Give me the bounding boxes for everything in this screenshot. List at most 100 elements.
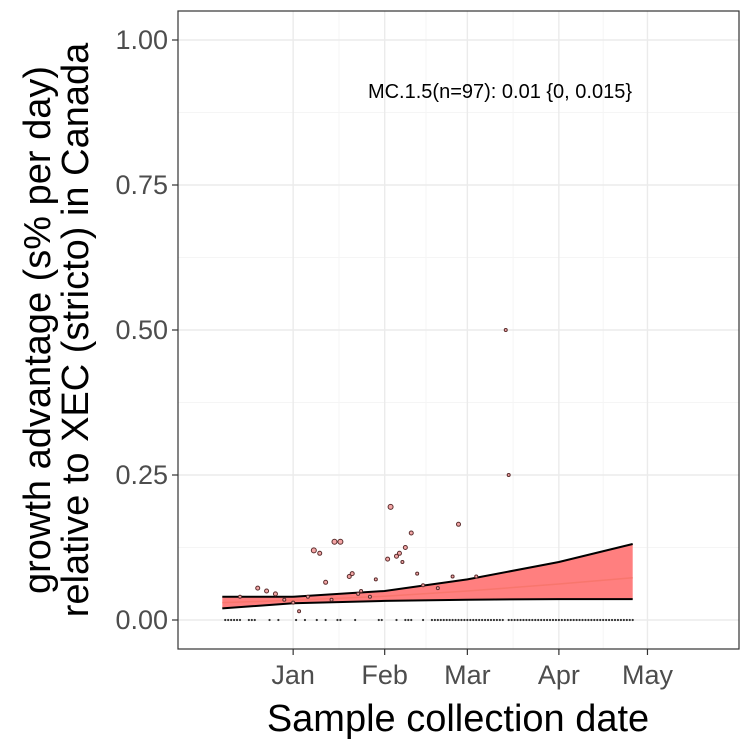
zero-point — [507, 618, 510, 622]
zero-point — [578, 618, 581, 622]
data-point — [400, 560, 405, 564]
zero-point — [230, 618, 233, 622]
y-axis-ticks: 0.00 0.25 0.50 0.75 1.00 — [115, 25, 178, 635]
data-point — [291, 600, 296, 605]
x-axis-ticks: Jan Feb Mar Apr May — [271, 649, 673, 690]
zero-point — [442, 618, 445, 622]
data-point — [255, 585, 261, 591]
zero-point — [315, 618, 318, 622]
zero-point — [250, 618, 253, 622]
model-annotation: MC.1.5(n=97): 0.01 {0, 0.015} — [368, 81, 632, 103]
zero-point — [481, 618, 484, 622]
zero-point — [433, 618, 436, 622]
data-point — [450, 574, 455, 579]
zero-point — [463, 618, 466, 622]
zero-point — [628, 618, 631, 622]
data-point — [415, 571, 420, 576]
data-point — [264, 588, 270, 594]
zero-point — [543, 618, 546, 622]
zero-point — [472, 618, 475, 622]
data-point — [396, 550, 402, 556]
zero-point — [238, 618, 242, 622]
zero-point — [253, 618, 256, 622]
zero-point — [596, 618, 599, 622]
data-point — [282, 597, 287, 602]
data-point — [474, 574, 479, 579]
data-point — [238, 594, 243, 599]
zero-point — [575, 618, 578, 622]
zero-point — [525, 618, 528, 622]
zero-point — [395, 618, 398, 622]
zero-point — [584, 618, 587, 622]
zero-point — [486, 618, 490, 622]
zero-point — [610, 618, 614, 622]
zero-point — [466, 618, 469, 622]
upper-bound-line — [222, 543, 633, 598]
data-point — [317, 550, 323, 556]
zero-point — [531, 618, 534, 622]
zero-point — [324, 618, 327, 622]
zero-point — [522, 618, 525, 622]
zero-point — [247, 618, 250, 622]
data-points — [238, 328, 511, 614]
fit-line — [222, 576, 633, 604]
data-point — [402, 545, 408, 550]
zero-point — [492, 618, 496, 622]
y-tick-label: 0.75 — [115, 170, 168, 200]
zero-point — [268, 618, 271, 622]
zero-point — [469, 618, 472, 622]
zero-point — [377, 618, 380, 622]
zero-point — [616, 618, 620, 622]
data-point — [329, 597, 334, 602]
zero-point — [510, 618, 513, 622]
zero-point — [380, 618, 383, 622]
zero-point — [277, 618, 280, 622]
zero-point — [410, 618, 413, 622]
confidence-band — [222, 543, 633, 610]
zero-point — [421, 618, 425, 622]
zero-point — [475, 618, 478, 622]
x-tick-label: Apr — [538, 660, 580, 690]
zero-point — [224, 618, 227, 622]
zero-point — [545, 618, 549, 622]
zero-point — [599, 618, 602, 622]
y-tick-label: 0.50 — [115, 315, 168, 345]
zero-point — [593, 618, 596, 622]
zero-point — [460, 618, 463, 622]
zero-point — [581, 618, 584, 622]
zero-point — [622, 618, 625, 622]
zero-value-points — [224, 618, 634, 622]
data-point — [393, 553, 399, 559]
zero-point — [339, 618, 342, 622]
data-point — [435, 586, 440, 591]
data-point — [349, 571, 355, 577]
data-point — [359, 589, 364, 593]
zero-point — [454, 618, 457, 622]
zero-point — [569, 618, 572, 622]
y-tick-label: 1.00 — [115, 25, 168, 55]
zero-point — [605, 618, 608, 622]
zero-point — [451, 618, 454, 622]
zero-point — [557, 618, 560, 622]
zero-point — [540, 618, 543, 622]
zero-point — [563, 618, 566, 622]
data-point — [421, 583, 426, 588]
data-point — [331, 538, 338, 545]
zero-point — [501, 618, 504, 622]
zero-point — [354, 618, 357, 622]
y-tick-label: 0.00 — [115, 605, 168, 635]
major-gridlines — [178, 11, 739, 649]
zero-point — [445, 618, 448, 622]
data-point — [305, 594, 310, 599]
zero-point — [407, 618, 410, 622]
zero-point — [516, 618, 519, 622]
lower-bound-line — [222, 598, 633, 610]
zero-point — [489, 618, 493, 622]
zero-point — [519, 618, 522, 622]
zero-point — [227, 618, 230, 622]
zero-point — [404, 618, 407, 622]
data-point — [408, 530, 414, 536]
zero-point — [448, 618, 451, 622]
zero-point — [560, 618, 563, 622]
x-tick-label: May — [622, 660, 674, 690]
